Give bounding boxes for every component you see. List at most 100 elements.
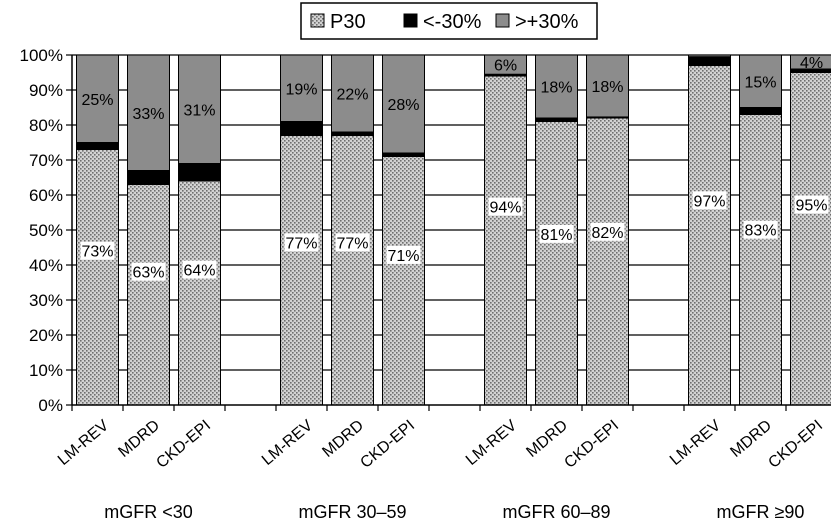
category-label: LM-REV [55, 417, 112, 469]
p30-data-label: 94% [489, 200, 521, 217]
data-label-bg [539, 224, 574, 243]
bar-segment-30 [688, 56, 731, 66]
bar-segment-30 [178, 54, 221, 164]
p30-data-label: 83% [744, 223, 776, 240]
bar-segment-p30 [586, 117, 629, 406]
p30-data-label: 73% [81, 244, 113, 261]
p30-data-label: 63% [132, 265, 164, 282]
bar-segment-30 [535, 54, 578, 119]
p30-data-label: 95% [795, 198, 827, 215]
category-label: MDRD [115, 417, 163, 461]
bar-segment-30 [331, 54, 374, 133]
bar-segment-30 [178, 163, 221, 182]
bar-segment-30 [688, 54, 731, 58]
group-label: mGFR 60–89 [502, 502, 610, 522]
legend-box [300, 2, 598, 40]
legend: P30 <-30% >+30% [300, 2, 598, 40]
over30-data-label: 18% [591, 79, 623, 96]
group-label: mGFR 30–59 [298, 502, 406, 522]
bar-segment-p30 [790, 72, 831, 406]
legend-label: P30 [330, 11, 366, 33]
category-label: MDRD [523, 417, 571, 461]
data-label-bg [743, 220, 778, 239]
over30-data-label: 18% [540, 80, 572, 97]
p30-data-label: 64% [183, 263, 215, 280]
p30-data-label: 81% [540, 227, 572, 244]
over30-data-label: 4% [800, 55, 823, 72]
bar-segment-30 [76, 142, 119, 150]
over30-data-label: 19% [285, 81, 317, 98]
legend-swatch [495, 13, 510, 28]
p30-data-label: 77% [285, 235, 317, 252]
bar-segment-30 [790, 54, 831, 70]
bar-segment-30 [484, 54, 527, 75]
data-label-bg [131, 262, 166, 281]
p30-data-label: 77% [336, 235, 368, 252]
y-tick-label: 70% [29, 151, 63, 170]
bar-segment-p30 [127, 184, 170, 406]
y-tick-label: 20% [29, 326, 63, 345]
legend-swatch [310, 13, 325, 28]
bar-segment-30 [76, 54, 119, 143]
p30-data-label: 97% [693, 193, 725, 210]
data-label-bg [488, 197, 523, 216]
y-tick-label: 80% [29, 116, 63, 135]
legend-label: >+30% [515, 11, 579, 33]
legend-swatch [403, 13, 418, 28]
bar-segment-30 [739, 107, 782, 115]
data-label-bg [80, 241, 115, 260]
over30-data-label: 31% [183, 102, 215, 119]
y-tick-label: 10% [29, 361, 63, 380]
bar-segment-30 [535, 117, 578, 122]
over30-data-label: 15% [744, 74, 776, 91]
bar-segment-p30 [484, 75, 527, 406]
bar-segment-p30 [739, 114, 782, 406]
group-label: mGFR ≥90 [717, 502, 805, 522]
category-label: LM-REV [667, 417, 724, 469]
category-label: CKD-EPI [765, 417, 826, 472]
bar-segment-30 [382, 152, 425, 157]
over30-data-label: 22% [336, 87, 368, 104]
data-label-bg [794, 195, 829, 214]
bar-segment-p30 [280, 135, 323, 406]
bar-segment-30 [331, 131, 374, 136]
over30-data-label: 25% [81, 92, 113, 109]
bar-segment-p30 [76, 149, 119, 406]
p30-data-label: 82% [591, 225, 623, 242]
data-label-bg [182, 260, 217, 279]
p30-data-label: 71% [387, 248, 419, 265]
y-tick-label: 100% [20, 46, 63, 65]
y-tick-label: 0% [38, 396, 63, 415]
bar-segment-p30 [688, 65, 731, 406]
category-label: CKD-EPI [153, 417, 214, 472]
data-label-bg [335, 233, 370, 252]
data-label-bg [386, 245, 421, 264]
bar-segment-30 [586, 54, 629, 118]
legend-label: <-30% [423, 11, 482, 33]
bar-segment-p30 [331, 135, 374, 406]
bars: 73% 25% 63% 33% 64% 31% 77% 19% 77% 22% 71% 28% 94% 6… [76, 54, 831, 406]
y-tick-label: 60% [29, 186, 63, 205]
category-label: LM-REV [463, 417, 520, 469]
bar-segment-p30 [382, 156, 425, 406]
bar-segment-30 [280, 121, 323, 136]
category-label: MDRD [727, 417, 775, 461]
bar-segment-30 [127, 170, 170, 185]
bar-segment-p30 [178, 180, 221, 406]
y-tick-label: 40% [29, 256, 63, 275]
over30-data-label: 28% [387, 97, 419, 114]
over30-data-label: 6% [494, 58, 517, 75]
category-label: LM-REV [259, 417, 316, 469]
bar-segment-p30 [535, 121, 578, 406]
y-tick-label: 50% [29, 221, 63, 240]
data-label-bg [692, 191, 727, 210]
group-label: mGFR <30 [104, 502, 193, 522]
bar-segment-30 [280, 54, 323, 122]
category-label: MDRD [319, 417, 367, 461]
data-label-bg [284, 233, 319, 252]
bar-segment-30 [382, 54, 425, 154]
bar-segment-30 [739, 54, 782, 108]
y-tick-label: 30% [29, 291, 63, 310]
over30-data-label: 33% [132, 106, 164, 123]
